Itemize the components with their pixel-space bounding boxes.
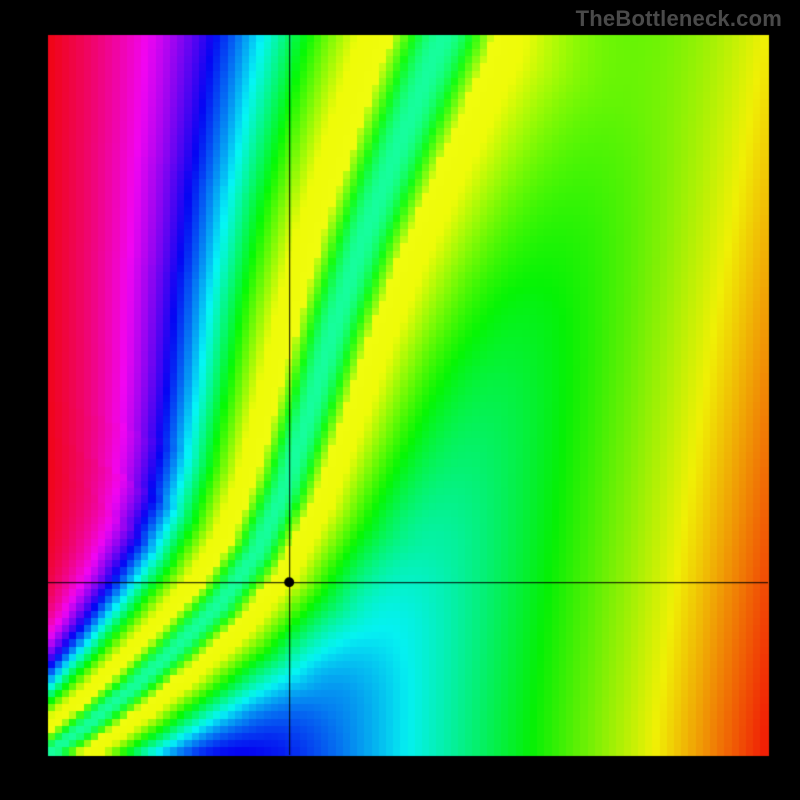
chart-container: TheBottleneck.com bbox=[0, 0, 800, 800]
watermark-text: TheBottleneck.com bbox=[576, 6, 782, 32]
bottleneck-heatmap bbox=[0, 0, 800, 800]
